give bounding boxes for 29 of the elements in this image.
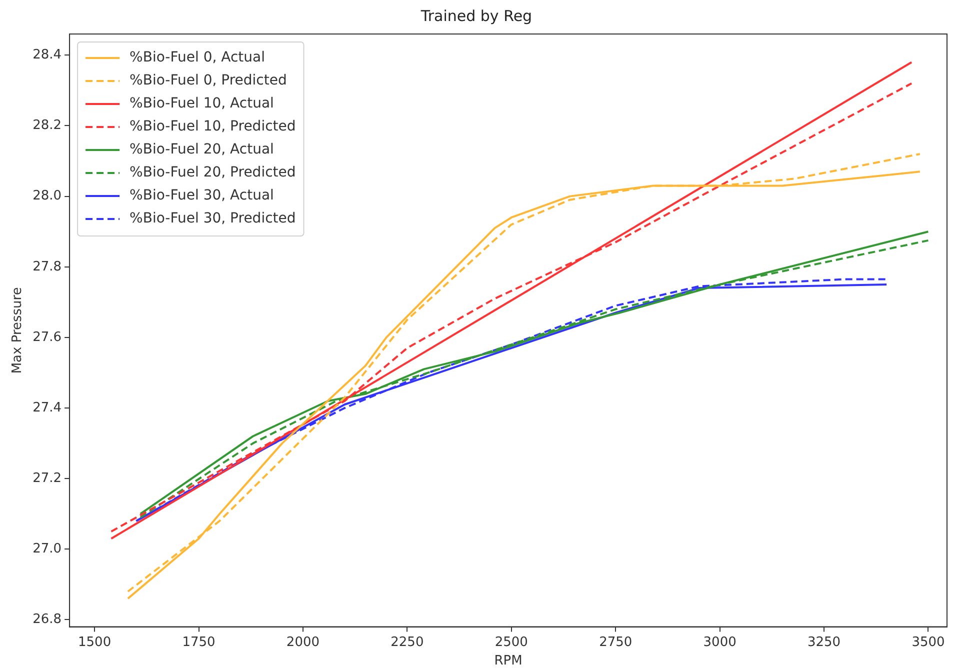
y-tick-label: 28.0 — [32, 188, 62, 204]
y-tick-label: 27.6 — [32, 330, 62, 345]
y-tick-label: 27.2 — [32, 470, 62, 486]
y-tick-label: 28.2 — [32, 118, 62, 134]
legend-label: %Bio-Fuel 30, Predicted — [130, 210, 296, 227]
y-axis-title: Max Pressure — [10, 287, 26, 374]
x-tick-label: 2750 — [599, 634, 632, 650]
legend-label: %Bio-Fuel 30, Actual — [130, 188, 274, 204]
y-tick-label: 27.4 — [32, 400, 62, 416]
x-tick-label: 1500 — [78, 634, 112, 650]
legend-label: %Bio-Fuel 0, Actual — [130, 50, 266, 66]
x-tick-label: 2000 — [286, 634, 320, 650]
legend-label: %Bio-Fuel 0, Predicted — [130, 72, 287, 89]
legend-label: %Bio-Fuel 10, Actual — [130, 96, 274, 112]
chart-title: Trained by Reg — [420, 6, 532, 25]
x-tick-label: 3500 — [912, 634, 945, 650]
y-tick-label: 27.8 — [32, 259, 62, 274]
x-tick-label: 2500 — [494, 634, 528, 650]
legend-label: %Bio-Fuel 20, Actual — [130, 142, 274, 158]
x-tick-label: 3000 — [703, 634, 736, 650]
x-tick-label: 3250 — [807, 634, 841, 650]
y-tick-label: 26.8 — [32, 612, 62, 628]
x-axis-title: RPM — [494, 654, 522, 669]
legend-label: %Bio-Fuel 10, Predicted — [130, 118, 296, 135]
legend-label: %Bio-Fuel 20, Predicted — [130, 164, 296, 181]
x-tick-label: 2250 — [390, 634, 424, 650]
y-tick-label: 27.0 — [32, 542, 62, 557]
x-tick-label: 1750 — [182, 634, 216, 650]
y-tick-label: 28.4 — [32, 48, 62, 63]
